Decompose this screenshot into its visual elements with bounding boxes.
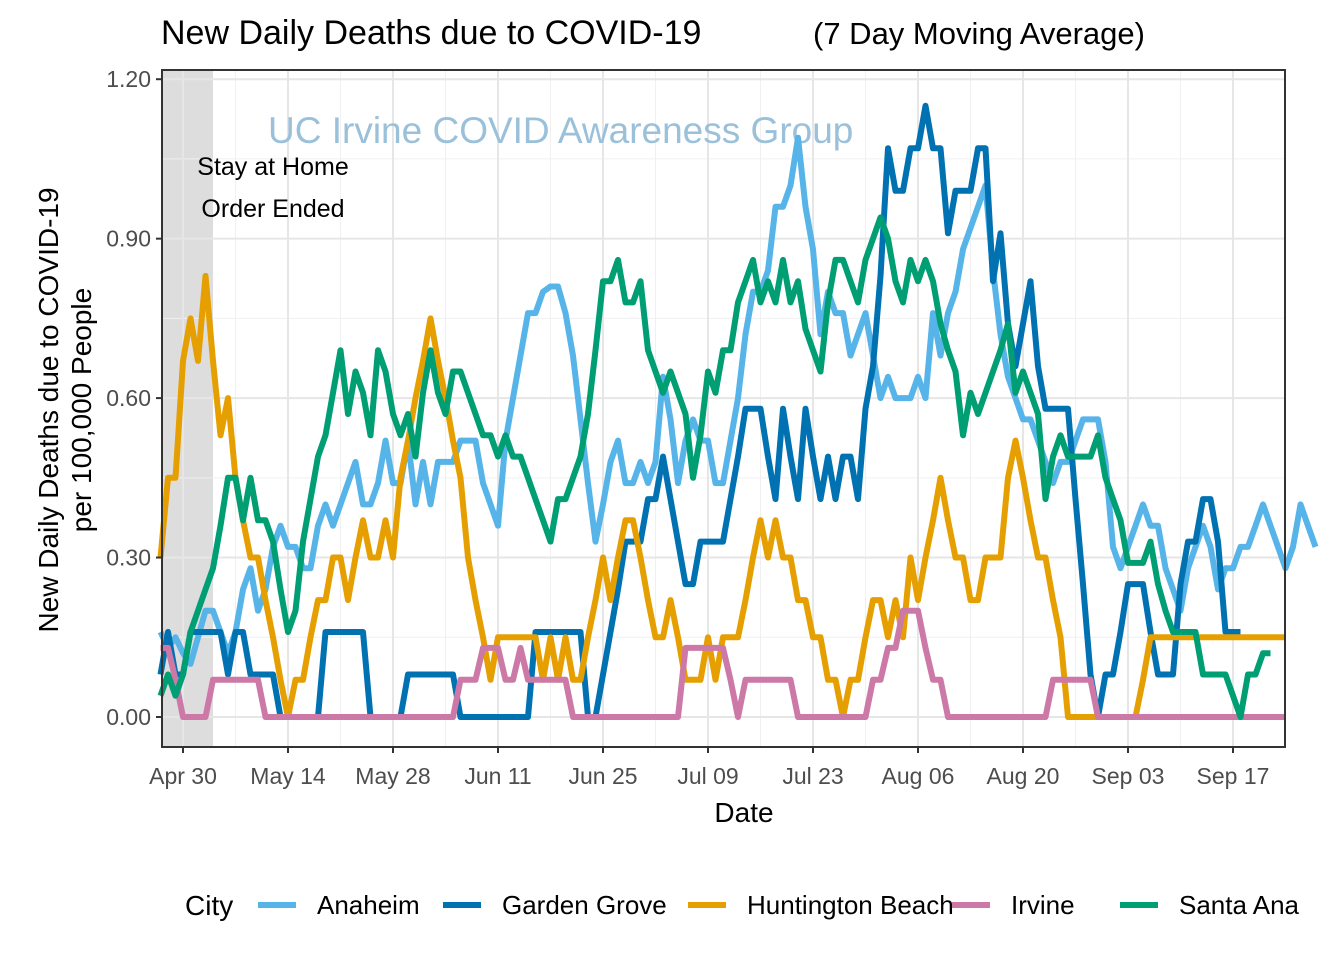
legend-label-huntington-beach: Huntington Beach: [747, 890, 954, 920]
x-tick-label: May 28: [355, 763, 430, 789]
y-tick-label: 1.20: [106, 66, 151, 92]
x-tick-label: Apr 30: [149, 763, 217, 789]
chart-subtitle-text: (7 Day Moving Average): [813, 16, 1145, 51]
x-axis: Apr 30 May 14 May 28 Jun 11 Jun 25 Jul 09 Jul …: [149, 747, 1269, 789]
y-axis-title-line-2: per 100,000 People: [66, 288, 97, 532]
x-tick-label: Sep 17: [1197, 763, 1270, 789]
legend-label-anaheim: Anaheim: [317, 890, 420, 920]
x-axis-title: Date: [714, 797, 773, 828]
series-line-irvine: [160, 607, 1286, 720]
y-tick-label: 0.60: [106, 385, 151, 411]
series-line-garden-grove: [157, 102, 1241, 720]
legend-label-santa-ana: Santa Ana: [1179, 890, 1300, 920]
chart-title: New Daily Deaths due to COVID-19 (7 Day …: [161, 14, 1145, 52]
plot-border: [161, 69, 1286, 748]
series-line-anaheim: [157, 134, 1319, 667]
legend-label-irvine: Irvine: [1011, 890, 1075, 920]
x-tick-label: Jun 25: [568, 763, 637, 789]
x-tick-label: Aug 20: [987, 763, 1060, 789]
legend-label-garden-grove: Garden Grove: [502, 890, 667, 920]
y-tick-label: 0.00: [106, 704, 151, 730]
watermark: UC Irvine COVID Awareness Group: [268, 110, 853, 151]
x-tick-label: Jul 23: [782, 763, 843, 789]
series-line-santa-ana: [157, 214, 1271, 720]
y-axis: 0.00 0.30 0.60 0.90 1.20: [106, 66, 162, 730]
annotation-line-1: Stay at Home: [197, 153, 348, 181]
legend-title: City: [185, 890, 233, 921]
y-axis-title: New Daily Deaths due to COVID-19 per 100…: [33, 187, 97, 632]
series-lines: [157, 102, 1319, 720]
annotation-line-2: Order Ended: [201, 195, 344, 223]
y-tick-label: 0.90: [106, 226, 151, 252]
legend: City Anaheim Garden Grove Huntington Beach…: [185, 890, 1300, 921]
x-tick-label: Jun 11: [464, 763, 531, 789]
y-axis-title-line-1: New Daily Deaths due to COVID-19: [33, 187, 64, 632]
x-tick-label: Jul 09: [677, 763, 738, 789]
y-tick-label: 0.30: [106, 545, 151, 571]
plot-area: UC Irvine COVID Awareness Group Stay at …: [157, 69, 1319, 748]
x-tick-label: May 14: [250, 763, 326, 789]
x-tick-label: Aug 06: [882, 763, 955, 789]
chart-title-text: New Daily Deaths due to COVID-19: [161, 14, 701, 52]
x-tick-label: Sep 03: [1092, 763, 1165, 789]
